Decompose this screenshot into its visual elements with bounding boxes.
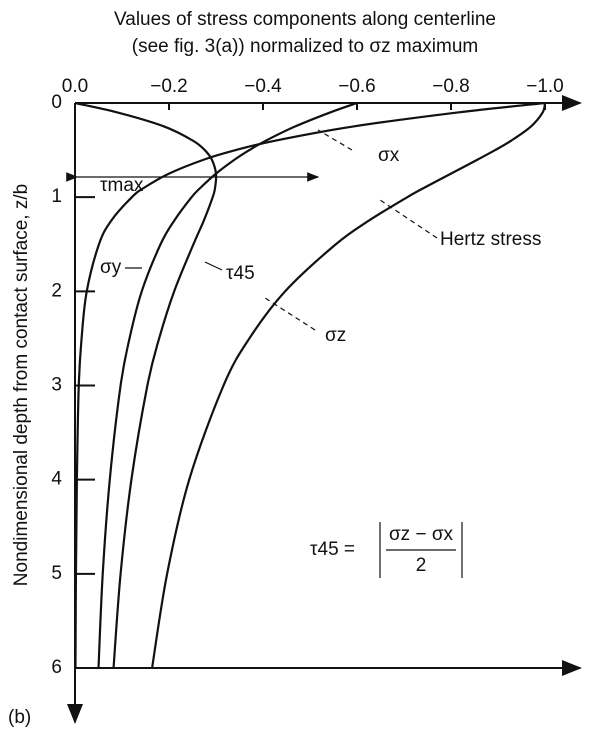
- y-axis-label: Nondimensional depth from contact surfac…: [11, 184, 32, 586]
- hertz-label: Hertz stress: [440, 229, 541, 250]
- series-label: σy: [100, 257, 122, 278]
- sz-leader: [261, 295, 316, 331]
- y-tick-label: 1: [51, 186, 62, 207]
- panel-label: (b): [8, 707, 31, 728]
- series-line: [74, 101, 218, 669]
- y-tick-label: 5: [51, 563, 62, 584]
- formula-numerator: σz − σx: [389, 524, 454, 545]
- formula-lhs: τ45 =: [310, 539, 355, 560]
- y-tick-label: 2: [51, 280, 62, 301]
- chart-subtitle: (see fig. 3(a)) normalized to σz maximum: [132, 36, 478, 57]
- y-tick-label: 3: [51, 375, 62, 396]
- t45-leader: [204, 261, 223, 271]
- x-tick-label: 0.0: [62, 76, 88, 97]
- series-line: [97, 101, 358, 669]
- y-tick-label: 0: [51, 92, 62, 113]
- series-label: σx: [378, 145, 400, 166]
- x-tick-label: −0.6: [338, 76, 376, 97]
- x-tick-label: −0.2: [150, 76, 188, 97]
- hertz-leader: [379, 199, 438, 239]
- chart-title: Values of stress components along center…: [114, 9, 496, 30]
- x-tick-label: −0.8: [432, 76, 470, 97]
- formula-denominator: 2: [416, 555, 427, 576]
- series-label: σz: [325, 325, 346, 346]
- y-tick-label: 6: [51, 657, 62, 678]
- series-line: [74, 101, 546, 669]
- y-tick-label: 4: [51, 469, 62, 490]
- sx-leader: [317, 129, 353, 151]
- x-tick-label: −1.0: [526, 76, 564, 97]
- series-label: τ45: [226, 263, 255, 284]
- x-tick-label: −0.4: [244, 76, 282, 97]
- tau-max-label: τmax: [100, 175, 144, 196]
- series-line: [150, 102, 547, 669]
